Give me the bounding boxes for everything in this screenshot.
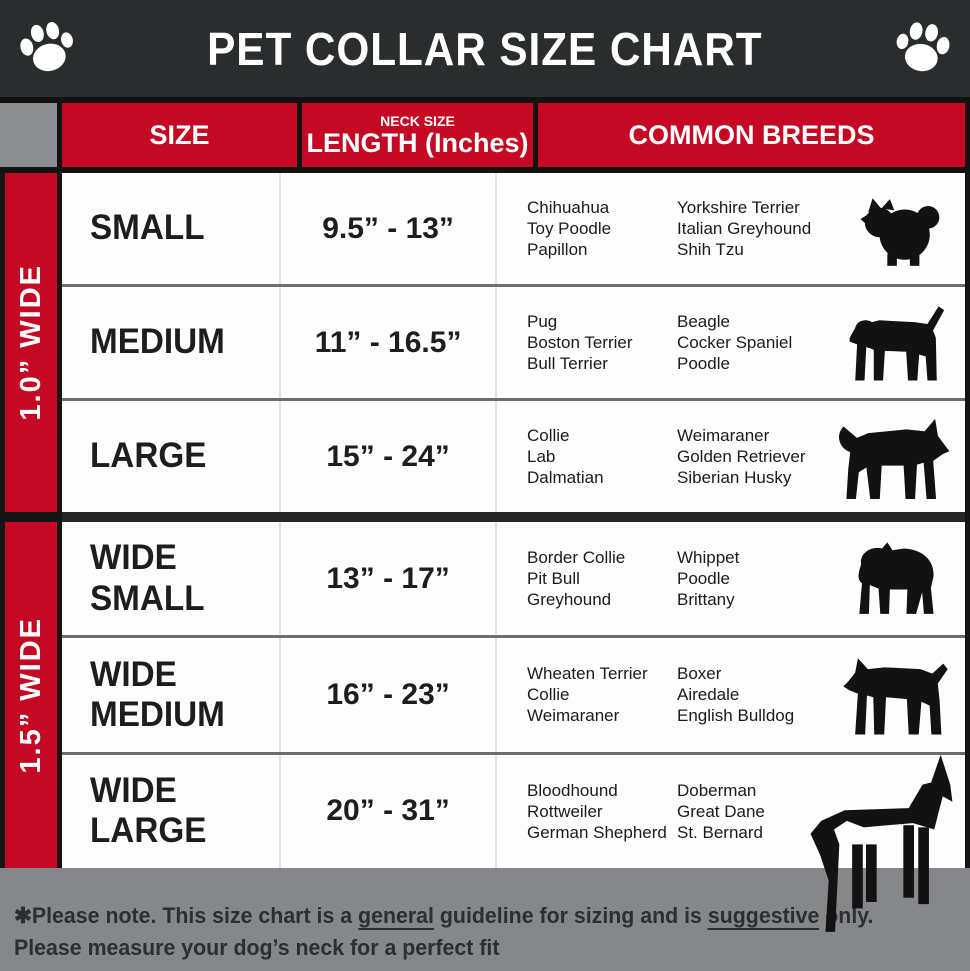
dog-silhouette-beagle-icon (827, 299, 965, 387)
paw-icon (896, 22, 950, 72)
dog-silhouette-pomeranian-icon (827, 187, 965, 271)
table-row: WIDE LARGE 20” - 31” Bloodhound Rottweile… (62, 751, 965, 868)
size-cell: LARGE (90, 436, 207, 476)
breeds-column-b: Boxer Airedale English Bulldog (677, 664, 795, 726)
breeds-column-a: Bloodhound Rottweiler German Shepherd (527, 780, 667, 842)
breeds-column-b: Whippet Poodle Brittany (677, 548, 740, 610)
length-cell: 15” - 24” (326, 439, 450, 473)
dog-silhouette-bulldog-icon (827, 535, 965, 623)
header-length: NECK SIZE LENGTH (Inches) (302, 103, 533, 167)
group-1-inch: SMALL 9.5” - 13” Chihuahua Toy Poodle Papi… (62, 173, 965, 512)
table-row: WIDE MEDIUM 16” - 23” Wheaten Terrier Col… (62, 635, 965, 752)
breeds-column-a: Chihuahua Toy Poodle Papillon (527, 198, 612, 259)
footnote-text: ✱Please note. This size chart is a gener… (14, 903, 874, 960)
length-cell: 13” - 17” (326, 561, 450, 595)
footnote-band: ✱Please note. This size chart is a gener… (0, 868, 970, 971)
breeds-column-a: Wheaten Terrier Collie Weimaraner (527, 664, 648, 726)
length-cell: 9.5” - 13” (322, 211, 454, 245)
width-strip-label: 1.5” WIDE (14, 616, 47, 774)
table-row: MEDIUM 11” - 16.5” Pug Boston Terrier Bull… (62, 284, 965, 398)
header-neck-size-label: NECK SIZE (380, 112, 455, 129)
header-size-label: SIZE (149, 119, 210, 150)
header-breeds-label: COMMON BREEDS (628, 119, 875, 150)
header-breeds: COMMON BREEDS (538, 103, 965, 167)
breeds-column-a: Collie Lab Dalmatian (527, 426, 604, 487)
size-table: SMALL 9.5” - 13” Chihuahua Toy Poodle Papi… (62, 173, 965, 868)
footnote-line2: Please measure your dog’s neck for a per… (14, 935, 500, 960)
paw-icon (20, 22, 73, 72)
table-row: SMALL 9.5” - 13” Chihuahua Toy Poodle Papi… (62, 173, 965, 284)
dog-silhouette-doberman-icon (810, 754, 953, 932)
length-cell: 11” - 16.5” (314, 325, 462, 359)
title-band: PET COLLAR SIZE CHART (0, 0, 970, 97)
breeds-column-b: Yorkshire Terrier Italian Greyhound Shih T… (677, 198, 812, 259)
length-cell: 20” - 31” (326, 794, 450, 828)
breeds-column-a: Border Collie Pit Bull Greyhound (527, 548, 626, 610)
size-cell: SMALL (90, 208, 205, 248)
breeds-column-b: Weimaraner Golden Retriever Siberian Husky (677, 426, 806, 487)
dog-silhouette-german-shepherd-icon (827, 409, 965, 505)
size-cell: MEDIUM (90, 322, 225, 362)
table-body: 1.0” WIDE 1.5” WIDE SMALL 9.5” - 13” Chi… (0, 173, 970, 868)
table-row: WIDE SMALL 13” - 17” Border Collie Pit Bu… (62, 522, 965, 636)
breeds-column-b: Doberman Great Dane St. Bernard (677, 780, 765, 842)
size-cell: WIDE SMALL (90, 538, 205, 618)
header-size: SIZE (62, 103, 297, 167)
group-1-5-inch: WIDE SMALL 13” - 17” Border Collie Pit Bu… (62, 522, 965, 868)
table-header: SIZE NECK SIZE LENGTH (Inches) COMMON BR… (0, 97, 970, 173)
width-strip-label: 1.0” WIDE (14, 264, 47, 421)
width-strip-1-5-inch: 1.5” WIDE (5, 522, 57, 868)
breeds-column-b: Beagle Cocker Spaniel Poodle (677, 312, 793, 373)
breeds-column-a: Pug Boston Terrier Bull Terrier (527, 312, 633, 373)
header-corner-box (0, 103, 57, 167)
page-title: PET COLLAR SIZE CHART (207, 22, 763, 75)
size-cell: WIDE LARGE (90, 771, 207, 851)
length-cell: 16” - 23” (326, 677, 450, 711)
size-cell: WIDE MEDIUM (90, 654, 225, 734)
table-row: LARGE 15” - 24” Collie Lab Dalmatian Weima… (62, 398, 965, 512)
dog-silhouette-pit-bull-icon (827, 645, 965, 745)
group-divider (62, 512, 965, 522)
header-length-label: LENGTH (Inches) (306, 127, 529, 158)
width-strip-1-inch: 1.0” WIDE (5, 173, 57, 512)
